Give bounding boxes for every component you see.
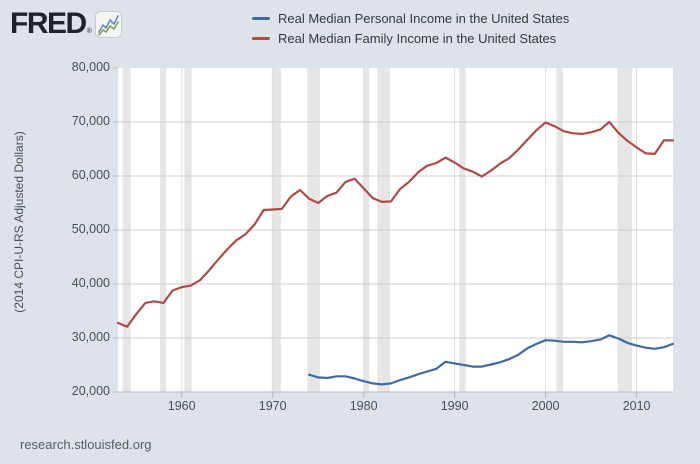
y-tick-label: 20,000 — [71, 384, 110, 398]
plot-area — [113, 67, 675, 398]
series-line-personal-income — [308, 334, 675, 386]
x-tick-label: 1990 — [440, 399, 469, 413]
legend-label-personal-income: Real Median Personal Income in the Unite… — [278, 10, 570, 26]
y-tick-label: 60,000 — [71, 168, 110, 182]
x-tick-label: 1970 — [258, 399, 287, 413]
legend: Real Median Personal Income in the Unite… — [252, 8, 569, 48]
legend-item-personal-income: Real Median Personal Income in the Unite… — [252, 8, 569, 28]
series-line-family-income — [116, 120, 675, 328]
x-tick-label: 2000 — [531, 399, 560, 413]
family-income-line-swatch — [252, 36, 270, 40]
personal-income-line-swatch — [252, 16, 270, 20]
fred-logo-text: FRED — [10, 7, 87, 40]
fred-logo: FRED ® — [10, 7, 122, 40]
legend-label-family-income: Real Median Family Income in the United … — [278, 30, 557, 46]
legend-item-family-income: Real Median Family Income in the United … — [252, 28, 569, 48]
x-tick-label: 2010 — [622, 399, 651, 413]
y-tick-label: 40,000 — [71, 276, 110, 290]
y-tick-label: 50,000 — [71, 222, 110, 236]
x-tick-label: 1960 — [167, 399, 196, 413]
y-tick-label: 70,000 — [71, 114, 110, 128]
y-tick-label: 80,000 — [71, 60, 110, 74]
fred-sparkline-icon — [94, 10, 122, 38]
chart-canvas — [113, 67, 675, 398]
registered-trademark-symbol: ® — [86, 28, 92, 35]
x-tick-label: 1980 — [349, 399, 378, 413]
y-tick-label: 30,000 — [71, 330, 110, 344]
source-url: research.stlouisfed.org — [20, 437, 152, 452]
